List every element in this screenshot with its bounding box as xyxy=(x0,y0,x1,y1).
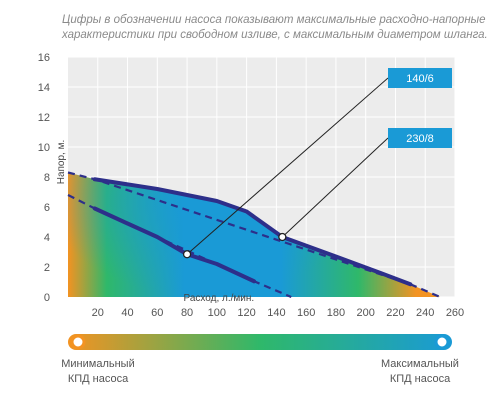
x-tick-4: 100 xyxy=(208,307,226,319)
curve-140-6 xyxy=(92,206,257,284)
callout-badge-label-0: 140/6 xyxy=(406,73,434,85)
pump-curves xyxy=(67,171,441,299)
y-tick-6: 12 xyxy=(38,112,50,124)
callout-point-1 xyxy=(278,232,287,242)
callout-badge-label-1: 230/8 xyxy=(406,133,434,145)
efficiency-bar xyxy=(68,334,452,350)
callout-badge-1 xyxy=(388,128,452,148)
x-tick-9: 200 xyxy=(357,307,375,319)
max-efficiency-label-line-1: Максимальный xyxy=(381,358,459,370)
x-tick-11: 240 xyxy=(416,307,434,319)
x-tick-6: 140 xyxy=(267,307,285,319)
min-efficiency-label-line-2: КПД насоса xyxy=(68,373,129,385)
callouts: 140/6 230/8 xyxy=(182,68,452,259)
y-tick-7: 14 xyxy=(38,82,50,94)
x-tick-2: 60 xyxy=(151,307,163,319)
curve-230-8 xyxy=(92,177,413,287)
chart-note-line-2: характеристики при свободном изливе, с м… xyxy=(62,29,488,41)
x-tick-10: 220 xyxy=(386,307,404,319)
callout-point-0 xyxy=(182,250,192,259)
x-tick-7: 160 xyxy=(297,307,315,319)
x-axis-ticks: 20 40 60 80 100 120 140 160 180 200 220 240 260 xyxy=(92,307,465,319)
min-efficiency-marker xyxy=(70,334,86,350)
y-tick-2: 4 xyxy=(44,232,50,244)
callout-badge-0 xyxy=(388,68,452,88)
y-tick-1: 2 xyxy=(44,262,50,274)
x-tick-0: 20 xyxy=(92,307,104,319)
x-tick-1: 40 xyxy=(121,307,133,319)
curve-dashed-230-8 xyxy=(67,171,441,299)
efficiency-legend: Минимальный КПД насоса Максимальный КПД … xyxy=(61,334,459,385)
x-tick-12: 260 xyxy=(446,307,464,319)
x-tick-8: 180 xyxy=(327,307,345,319)
y-tick-3: 6 xyxy=(44,202,50,214)
y-tick-0: 0 xyxy=(44,292,50,304)
y-tick-5: 10 xyxy=(38,142,50,154)
y-axis-ticks: 0 2 4 6 8 10 12 14 16 xyxy=(38,52,50,304)
x-tick-3: 80 xyxy=(181,307,193,319)
x-axis-label: Расход, л./мин. xyxy=(184,293,255,304)
max-efficiency-marker xyxy=(434,334,450,350)
chart-note: Цифры в обозначении насоса показывают ма… xyxy=(62,13,492,43)
y-tick-4: 8 xyxy=(44,172,50,184)
min-efficiency-label-line-1: Минимальный xyxy=(61,358,134,370)
y-axis-label: Напор, м. xyxy=(56,140,67,185)
callout-line-0 xyxy=(186,77,389,255)
x-tick-5: 120 xyxy=(237,307,255,319)
chart-note-line-1: Цифры в обозначении насоса показывают ма… xyxy=(62,14,486,26)
y-tick-8: 16 xyxy=(38,52,50,64)
max-efficiency-label-line-2: КПД насоса xyxy=(390,373,451,385)
curve-dashed-140-6 xyxy=(67,194,292,299)
callout-line-1 xyxy=(281,137,389,238)
